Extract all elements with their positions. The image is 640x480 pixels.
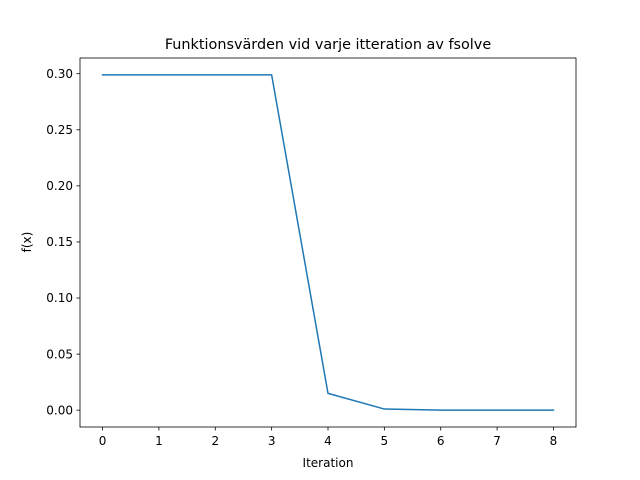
plot-area — [80, 58, 576, 427]
y-tick-label: 0.15 — [46, 235, 73, 249]
y-tick-label: 0.10 — [46, 291, 73, 305]
y-tick-label: 0.25 — [46, 123, 73, 137]
x-tick-label: 3 — [268, 434, 276, 448]
x-tick-label: 0 — [99, 434, 107, 448]
x-tick-label: 7 — [493, 434, 501, 448]
y-tick-label: 0.20 — [46, 179, 73, 193]
x-tick-label: 4 — [324, 434, 332, 448]
x-tick-label: 5 — [381, 434, 389, 448]
plot-frame — [79, 57, 577, 428]
x-tick-label: 8 — [550, 434, 558, 448]
chart-title: Funktionsvärden vid varje itteration av … — [165, 37, 492, 53]
x-axis-label: Iteration — [303, 456, 354, 470]
y-tick-label: 0.30 — [46, 67, 73, 81]
series-group — [101, 74, 555, 411]
y-axis-ticks: 0.00 0.05 0.10 0.15 0.20 0.25 0.30 — [46, 67, 80, 417]
x-tick-label: 1 — [155, 434, 163, 448]
y-tick-label: 0.00 — [46, 403, 73, 417]
x-tick-label: 2 — [211, 434, 219, 448]
x-tick-label: 6 — [437, 434, 445, 448]
y-axis-label: f(x) — [20, 232, 34, 253]
series-line — [101, 74, 555, 411]
y-tick-label: 0.05 — [46, 347, 73, 361]
x-axis-ticks: 0 1 2 3 4 5 6 7 8 — [99, 427, 558, 448]
